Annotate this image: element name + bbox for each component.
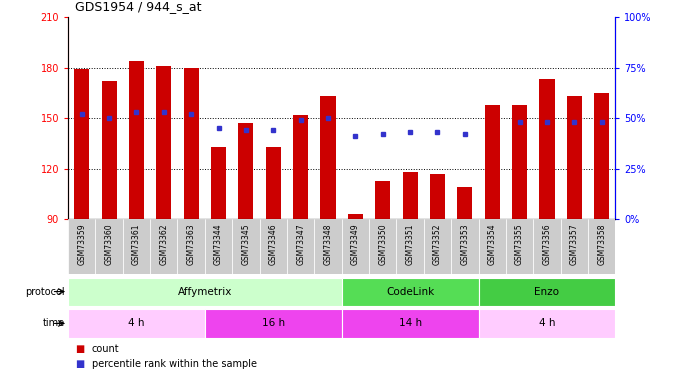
Text: GSM73354: GSM73354 (488, 224, 496, 266)
Bar (424, 219, 452, 274)
Text: GSM73363: GSM73363 (187, 224, 196, 266)
Bar (348, 214, 363, 219)
Text: GSM73352: GSM73352 (433, 224, 442, 265)
Bar (260, 219, 287, 274)
Bar (594, 93, 609, 219)
Bar (512, 105, 527, 219)
Text: GSM73345: GSM73345 (241, 224, 250, 266)
Bar (232, 219, 260, 274)
Bar (123, 219, 150, 274)
Bar (74, 69, 89, 219)
Text: percentile rank within the sample: percentile rank within the sample (92, 359, 257, 369)
Bar (533, 219, 560, 274)
Text: GSM73351: GSM73351 (406, 224, 415, 265)
Text: Enzo: Enzo (534, 286, 560, 297)
Text: GSM73361: GSM73361 (132, 224, 141, 265)
Text: time: time (42, 318, 65, 328)
Bar (539, 80, 554, 219)
Text: 14 h: 14 h (398, 318, 422, 328)
Text: GSM73358: GSM73358 (597, 224, 606, 265)
Bar (68, 278, 341, 306)
Bar (156, 66, 171, 219)
Bar (129, 61, 144, 219)
Bar (369, 219, 396, 274)
Text: GSM73347: GSM73347 (296, 224, 305, 266)
Bar (150, 219, 177, 274)
Text: Affymetrix: Affymetrix (177, 286, 232, 297)
Bar (314, 219, 342, 274)
Text: ■: ■ (75, 359, 84, 369)
Text: GSM73360: GSM73360 (105, 224, 114, 266)
Bar (479, 219, 506, 274)
Text: GSM73357: GSM73357 (570, 224, 579, 266)
Bar (588, 219, 615, 274)
Text: GSM73355: GSM73355 (515, 224, 524, 266)
Text: GSM73350: GSM73350 (378, 224, 387, 266)
Bar (68, 219, 95, 274)
Bar (95, 219, 123, 274)
Text: GDS1954 / 944_s_at: GDS1954 / 944_s_at (75, 0, 201, 13)
Bar (239, 123, 254, 219)
Text: GSM73359: GSM73359 (78, 224, 86, 266)
Bar (375, 181, 390, 219)
Bar (458, 188, 473, 219)
Bar (485, 105, 500, 219)
Text: 4 h: 4 h (128, 318, 145, 328)
Text: 16 h: 16 h (262, 318, 285, 328)
Bar (177, 219, 205, 274)
Text: GSM73353: GSM73353 (460, 224, 469, 266)
Bar (506, 219, 533, 274)
Text: GSM73344: GSM73344 (214, 224, 223, 266)
Text: GSM73349: GSM73349 (351, 224, 360, 266)
Bar (266, 147, 281, 219)
Bar (287, 219, 314, 274)
Text: GSM73362: GSM73362 (159, 224, 168, 265)
Bar (452, 219, 479, 274)
Bar (341, 309, 479, 338)
Bar (341, 278, 479, 306)
Text: protocol: protocol (25, 286, 65, 297)
Text: ■: ■ (75, 344, 84, 354)
Text: CodeLink: CodeLink (386, 286, 435, 297)
Bar (320, 96, 335, 219)
Bar (341, 219, 369, 274)
Bar (561, 219, 588, 274)
Text: GSM73356: GSM73356 (543, 224, 551, 266)
Bar (68, 309, 205, 338)
Bar (205, 219, 233, 274)
Bar (403, 172, 418, 219)
Bar (567, 96, 582, 219)
Text: 4 h: 4 h (539, 318, 556, 328)
Text: count: count (92, 344, 120, 354)
Bar (205, 309, 341, 338)
Bar (479, 309, 615, 338)
Bar (293, 115, 308, 219)
Bar (479, 278, 615, 306)
Text: GSM73346: GSM73346 (269, 224, 277, 266)
Bar (396, 219, 424, 274)
Bar (211, 147, 226, 219)
Bar (184, 68, 199, 219)
Bar (430, 174, 445, 219)
Text: GSM73348: GSM73348 (324, 224, 333, 265)
Bar (101, 81, 116, 219)
